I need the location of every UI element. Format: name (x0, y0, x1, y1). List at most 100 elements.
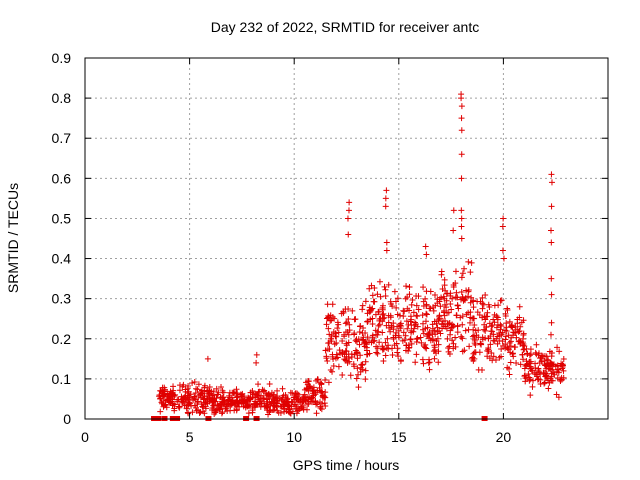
data-point (461, 265, 468, 272)
data-point (343, 348, 350, 355)
data-point (472, 341, 479, 348)
data-point (419, 356, 426, 363)
data-point (557, 377, 564, 384)
data-point (498, 353, 505, 360)
data-point (529, 383, 536, 390)
data-point (247, 401, 254, 408)
data-point (249, 387, 256, 394)
data-point (470, 326, 477, 333)
data-point (502, 313, 509, 320)
data-point (375, 322, 382, 329)
data-point (406, 291, 413, 298)
data-point (458, 115, 465, 122)
data-point (274, 387, 281, 394)
data-point (458, 215, 465, 222)
data-point (318, 406, 325, 413)
data-point (472, 327, 479, 334)
data-point (346, 321, 353, 328)
data-point (325, 312, 332, 319)
data-point (440, 309, 447, 316)
data-point (383, 239, 390, 246)
data-point (515, 328, 522, 335)
data-point (498, 322, 505, 329)
data-point (459, 348, 466, 355)
data-point (502, 336, 509, 343)
data-point (385, 281, 392, 288)
data-point (253, 359, 260, 366)
data-point (399, 337, 406, 344)
data-point (310, 392, 317, 399)
data-point (548, 239, 555, 246)
data-point (424, 324, 431, 331)
data-point (390, 320, 397, 327)
data-point (481, 326, 488, 333)
data-point (402, 332, 409, 339)
data-point (339, 349, 346, 356)
data-point (183, 405, 190, 412)
data-point (359, 329, 366, 336)
data-point (441, 282, 448, 289)
data-point (376, 321, 383, 328)
data-point (182, 388, 189, 395)
data-point (335, 329, 342, 336)
data-point (371, 298, 378, 305)
data-point (191, 379, 198, 386)
data-point (393, 340, 400, 347)
data-point (482, 316, 489, 323)
data-point (458, 127, 465, 134)
data-point (517, 361, 524, 368)
data-point (376, 339, 383, 346)
data-point (513, 334, 520, 341)
data-point (431, 342, 438, 349)
data-point (293, 403, 300, 410)
data-point (472, 349, 479, 356)
data-point (403, 283, 410, 290)
data-point (357, 352, 364, 359)
data-point (423, 251, 430, 258)
data-point (364, 318, 371, 325)
data-point (547, 331, 554, 338)
data-point (234, 393, 241, 400)
data-point (390, 326, 397, 333)
data-point (283, 407, 290, 414)
data-point (405, 342, 412, 349)
data-point (164, 393, 171, 400)
data-point (547, 360, 554, 367)
data-point (394, 345, 401, 352)
data-point (484, 309, 491, 316)
data-point (441, 312, 448, 319)
data-point (534, 376, 541, 383)
data-point (383, 187, 390, 194)
data-point (465, 288, 472, 295)
data-point (431, 355, 438, 362)
data-point (448, 306, 455, 313)
data-point (202, 399, 209, 406)
data-point (215, 389, 222, 396)
data-point (494, 314, 501, 321)
data-point (402, 295, 409, 302)
data-point (159, 390, 166, 397)
data-point (441, 301, 448, 308)
y-tick-label: 0.9 (52, 50, 72, 66)
data-point (161, 386, 168, 393)
data-point (357, 368, 364, 375)
data-point (331, 341, 338, 348)
data-point (477, 340, 484, 347)
data-point (506, 318, 513, 325)
data-point (485, 335, 492, 342)
data-point (323, 355, 330, 362)
data-point (433, 350, 440, 357)
data-point (463, 311, 470, 318)
data-point (193, 407, 200, 414)
data-point (437, 330, 444, 337)
data-point (261, 387, 268, 394)
data-point (160, 397, 167, 404)
data-point (199, 387, 206, 394)
data-point (409, 296, 416, 303)
data-point (486, 355, 493, 362)
data-point (255, 381, 262, 388)
data-point (191, 394, 198, 401)
data-point (316, 387, 323, 394)
data-point (548, 275, 555, 282)
data-point (444, 335, 451, 342)
